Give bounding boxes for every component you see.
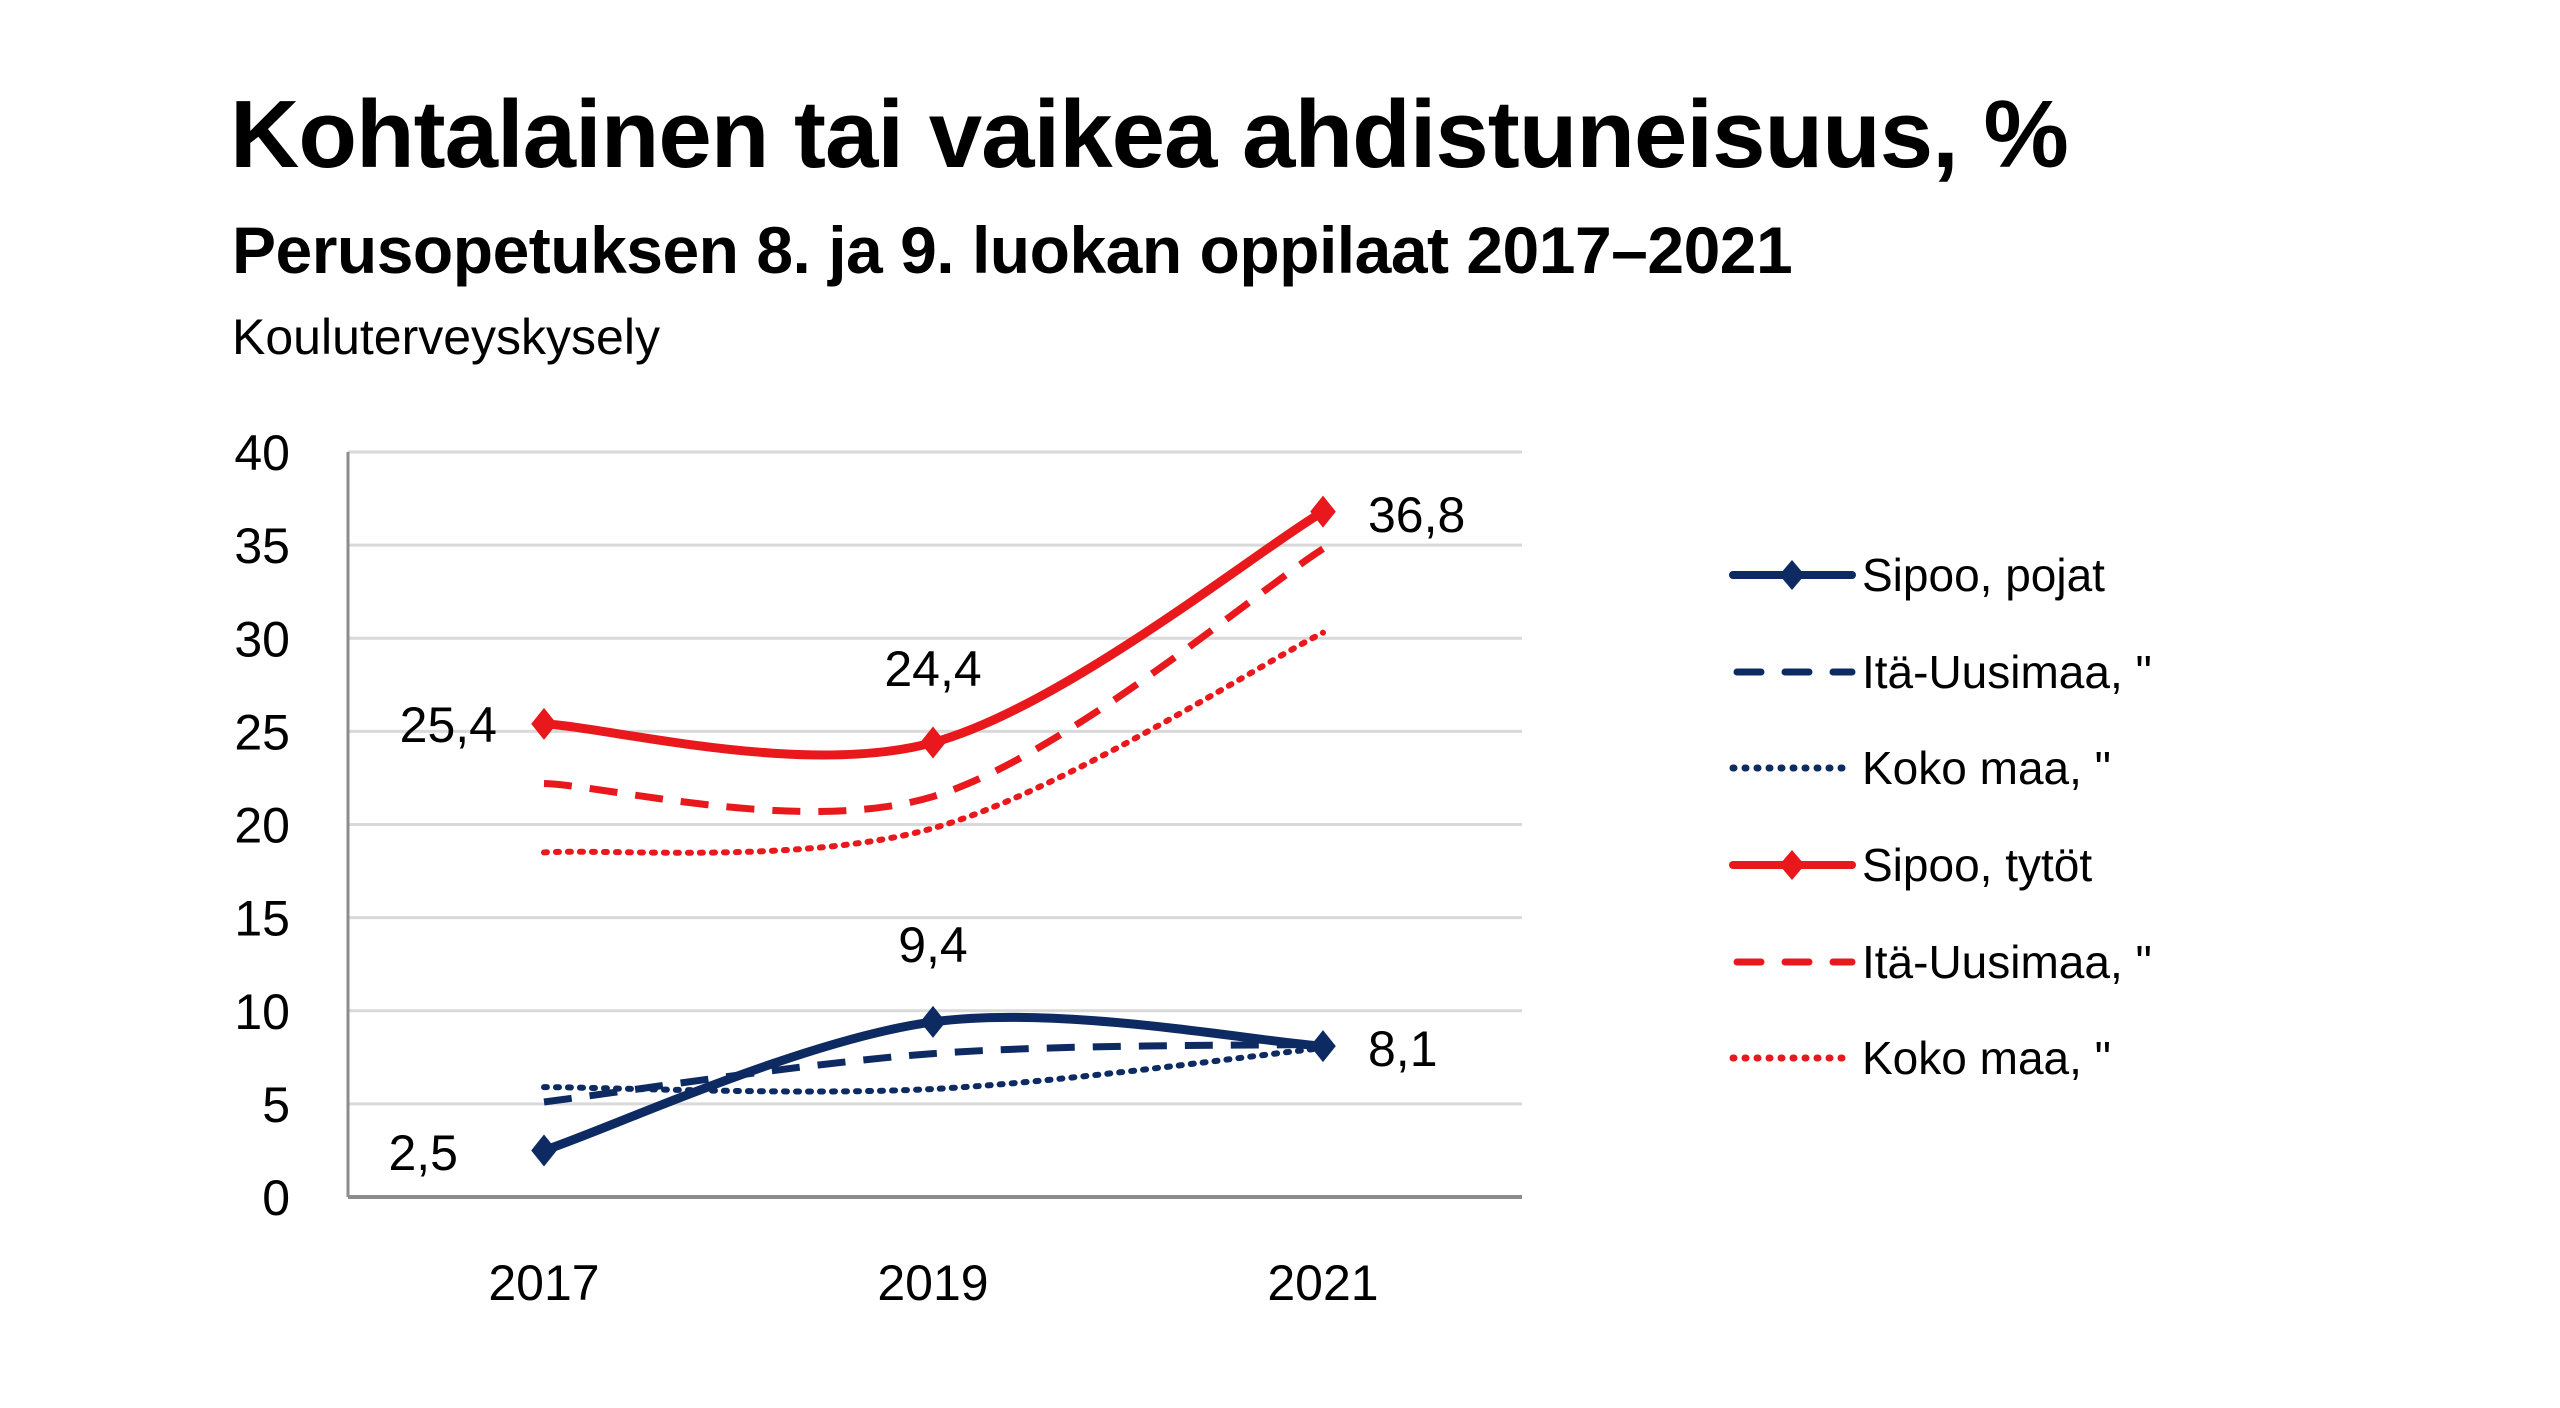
legend-item: Koko maa, " [1729, 1032, 2111, 1084]
x-tick-label: 2021 [1267, 1255, 1378, 1311]
y-tick-label: 25 [234, 704, 290, 760]
legend-item: Itä-Uusimaa, " [1733, 646, 2152, 698]
data-label: 36,8 [1368, 487, 1465, 543]
series-markers [531, 495, 1336, 1167]
legend-diamond-marker [1779, 850, 1805, 880]
y-tick-label: 40 [234, 425, 290, 481]
diamond-marker [920, 726, 946, 759]
data-label: 24,4 [884, 641, 981, 697]
legend-item: Sipoo, pojat [1729, 549, 2105, 601]
legend-label: Koko maa, " [1862, 1032, 2111, 1084]
diamond-marker [531, 707, 557, 740]
y-tick-label: 30 [234, 611, 290, 667]
series-line-3 [541, 1045, 1326, 1095]
legend-label: Sipoo, tytöt [1862, 839, 2092, 891]
legend-item: Itä-Uusimaa, " [1733, 936, 2152, 988]
gridlines [348, 450, 1522, 1106]
y-tick-label: 10 [234, 984, 290, 1040]
legend-item: Koko maa, " [1729, 742, 2111, 794]
series-line-2 [543, 1040, 1324, 1106]
x-axis-ticks: 2017 2019 2021 [488, 1255, 1378, 1311]
data-label: 9,4 [898, 917, 968, 973]
diamond-marker [1310, 495, 1336, 528]
data-label: 2,5 [388, 1125, 458, 1181]
y-tick-label: 15 [234, 891, 290, 947]
series-lines [541, 507, 1326, 1155]
chart-subtitle: Perusopetuksen 8. ja 9. luokan oppilaat … [232, 213, 1793, 287]
y-tick-label: 5 [262, 1077, 290, 1133]
diamond-marker [531, 1134, 557, 1167]
x-tick-label: 2019 [877, 1255, 988, 1311]
legend-label: Koko maa, " [1862, 742, 2111, 794]
legend-diamond-marker [1779, 560, 1805, 590]
data-label: 8,1 [1368, 1021, 1438, 1077]
x-tick-label: 2017 [488, 1255, 599, 1311]
axes [346, 452, 1522, 1199]
diamond-marker [1310, 1030, 1336, 1063]
diamond-marker [920, 1005, 946, 1038]
series-line-6 [541, 629, 1326, 856]
data-label: 25,4 [400, 697, 497, 753]
legend-label: Itä-Uusimaa, " [1862, 646, 2152, 698]
chart-source: Kouluterveyskysely [232, 309, 660, 365]
series-line-5 [543, 545, 1325, 815]
legend-item: Sipoo, tytöt [1729, 839, 2092, 891]
legend: Sipoo, pojat Itä-Uusimaa, " Koko maa, " Sip… [1729, 549, 2152, 1084]
data-labels: 2,5 9,4 8,1 25,4 24,4 36,8 [388, 487, 1465, 1181]
legend-label: Sipoo, pojat [1862, 549, 2105, 601]
chart-title: Kohtalainen tai vaikea ahdistuneisuus, % [230, 81, 2069, 188]
legend-label: Itä-Uusimaa, " [1862, 936, 2152, 988]
y-tick-label: 35 [234, 518, 290, 574]
y-tick-label: 0 [262, 1170, 290, 1226]
y-tick-label: 20 [234, 798, 290, 854]
y-axis-ticks: 0 5 10 15 20 25 30 35 40 [234, 425, 290, 1226]
